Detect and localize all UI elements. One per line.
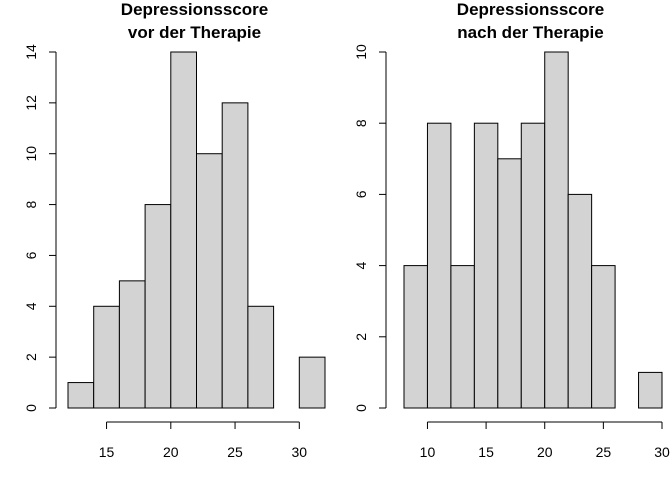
x-tick-label: 20 xyxy=(163,444,179,460)
y-tick-label: 12 xyxy=(23,95,39,111)
y-tick-label: 8 xyxy=(353,119,369,127)
histogram-bar xyxy=(196,153,223,409)
histogram-bar xyxy=(520,122,546,409)
chart-title-line-1: Depressionsscore xyxy=(121,0,268,19)
y-tick-label: 4 xyxy=(23,302,39,310)
chart-title-line-2: vor der Therapie xyxy=(128,23,261,42)
y-tick-label: 2 xyxy=(353,333,369,341)
histogram-bar xyxy=(118,280,146,409)
histogram-bar xyxy=(298,356,326,409)
histogram-bar xyxy=(221,102,249,409)
histogram-bar xyxy=(67,382,95,409)
x-tick-label: 30 xyxy=(292,444,308,460)
y-tick-label: 6 xyxy=(353,190,369,198)
x-tick-label: 20 xyxy=(537,444,553,460)
chart-title-line-2: nach der Therapie xyxy=(457,23,603,42)
y-tick-label: 10 xyxy=(353,44,369,60)
x-tick-label: 30 xyxy=(654,444,670,460)
histogram-bar xyxy=(170,51,198,409)
histogram-before-therapy: Depressionsscore vor der Therapie 15 20 25… xyxy=(23,0,326,460)
histogram-bar xyxy=(567,193,593,409)
histogram-after-therapy: Depressionsscore nach der Therapie 10 15 2… xyxy=(353,0,670,460)
histogram-bar xyxy=(497,158,522,409)
y-tick-label: 14 xyxy=(23,44,39,60)
x-tick-label: 15 xyxy=(99,444,115,460)
y-tick-label: 8 xyxy=(23,200,39,208)
y-tick-label: 10 xyxy=(23,146,39,162)
x-tick-label: 15 xyxy=(478,444,494,460)
y-tick-label: 6 xyxy=(23,251,39,259)
histogram-bar xyxy=(473,122,499,409)
x-tick-label: 25 xyxy=(227,444,243,460)
y-tick-label: 4 xyxy=(353,261,369,269)
chart-title-line-1: Depressionsscore xyxy=(457,0,604,19)
histogram-bar xyxy=(426,122,452,409)
histogram-bar xyxy=(144,204,172,409)
histogram-bar xyxy=(403,265,428,409)
y-tick-label: 0 xyxy=(353,404,369,412)
x-tick-label: 25 xyxy=(596,444,612,460)
x-tick-label: 10 xyxy=(420,444,436,460)
histogram-bar xyxy=(93,305,120,409)
y-tick-label: 0 xyxy=(23,404,39,412)
histogram-bar xyxy=(638,371,663,409)
y-tick-label: 2 xyxy=(23,353,39,361)
histogram-bar xyxy=(544,51,569,409)
histogram-bar xyxy=(450,265,475,409)
histogram-bar xyxy=(591,265,616,409)
histogram-bar xyxy=(247,305,275,409)
